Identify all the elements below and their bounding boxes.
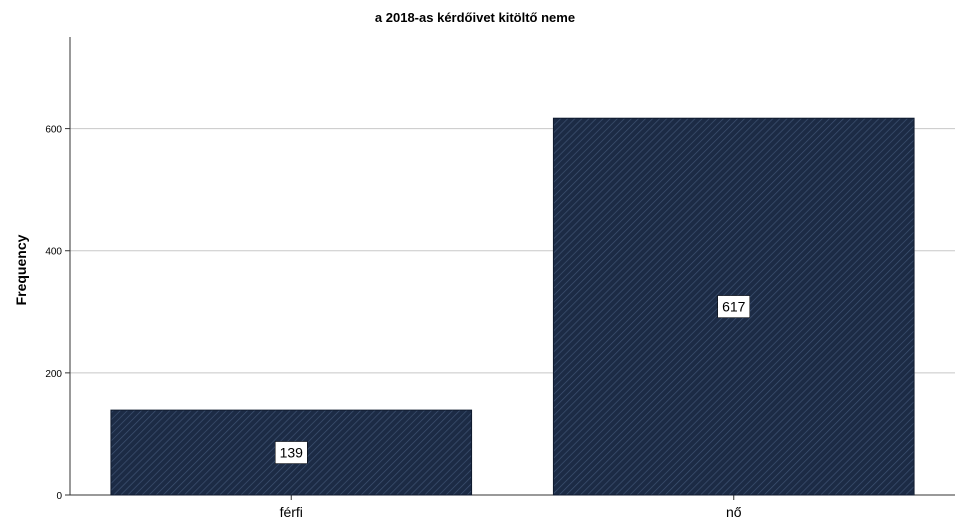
x-tick-label: nő: [726, 504, 742, 520]
chart-title: a 2018-as kérdőivet kitöltő neme: [375, 10, 575, 25]
data-label-box: [717, 295, 750, 318]
x-tick-label: férfi: [280, 504, 303, 520]
y-tick-label: 200: [45, 369, 62, 380]
data-label: 139: [280, 445, 304, 461]
y-tick-label: 600: [45, 125, 62, 136]
y-tick-label: 0: [56, 491, 62, 502]
y-tick-labels: 0 200 400 600: [45, 125, 62, 502]
data-label: 617: [722, 299, 746, 315]
y-axis-label: Frequency: [13, 234, 29, 305]
y-tick-label: 400: [45, 247, 62, 258]
data-label-box: [275, 441, 308, 464]
x-tick-labels: férfi nő: [280, 504, 742, 520]
bars: [110, 117, 915, 496]
data-labels: 139 617: [275, 295, 750, 464]
